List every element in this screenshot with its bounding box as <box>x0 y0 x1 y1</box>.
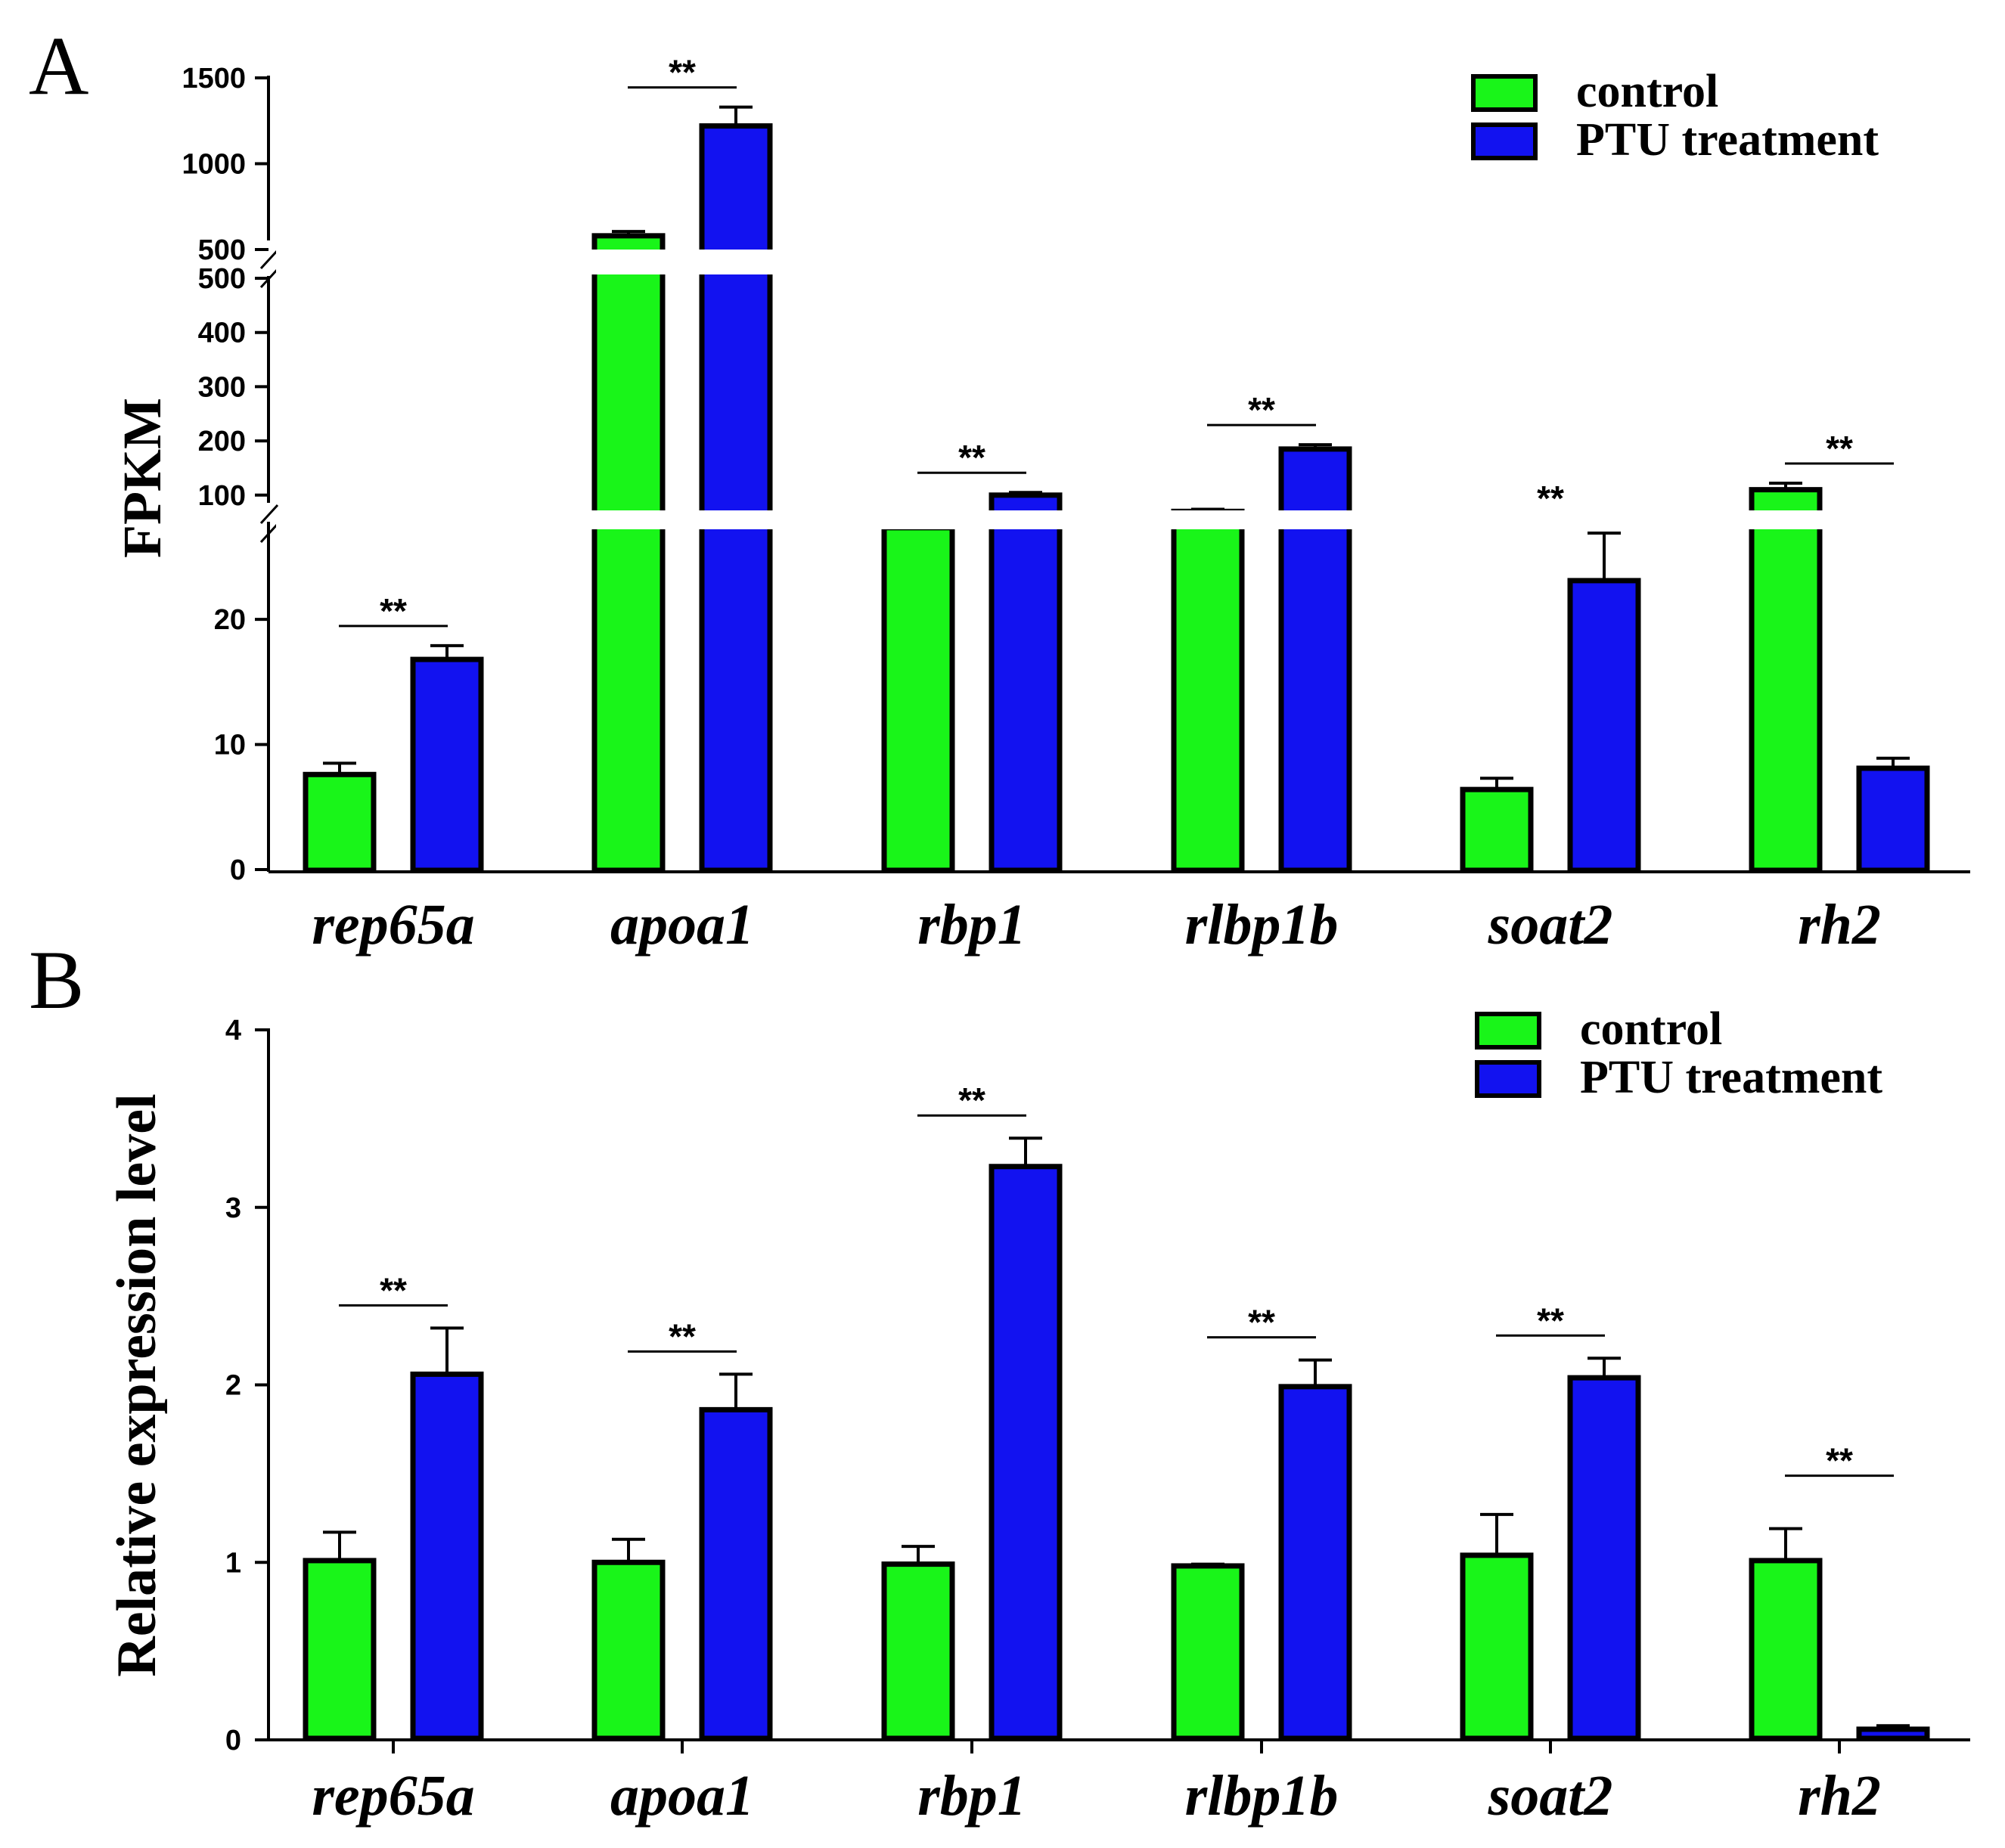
bar-b-control <box>591 1559 666 1741</box>
legend-swatch <box>1475 1012 1541 1050</box>
bar-b-control <box>1749 1558 1823 1741</box>
axis-break-mark <box>259 522 279 544</box>
significance-label-a: ** <box>1248 390 1275 429</box>
category-label-b: soat2 <box>1488 1764 1613 1828</box>
bar-a-control <box>1749 487 1823 873</box>
y-tick-label-a: 500 <box>198 263 246 295</box>
y-tick-label-b: 2 <box>225 1370 241 1402</box>
category-label-a: apoa1 <box>610 893 754 957</box>
y-tick-label-a: 0 <box>230 854 246 886</box>
bar-a-control <box>303 771 377 873</box>
y-tick-label-a: 400 <box>198 318 246 349</box>
y-tick-label-a: 300 <box>198 371 246 403</box>
category-label-a: rlbp1b <box>1185 893 1339 957</box>
category-label-b: rh2 <box>1798 1764 1881 1828</box>
y-tick-label-a: 10 <box>214 730 246 761</box>
bar-b-ptu <box>1856 1726 1930 1741</box>
y-axis-title-b: Relative expression level <box>106 1093 168 1676</box>
y-tick-label-b: 0 <box>225 1725 241 1757</box>
y-axis-title-a: FPKM <box>112 398 172 558</box>
category-label-a: soat2 <box>1488 893 1613 957</box>
bar-a-control <box>881 525 955 873</box>
y-tick-label-b: 1 <box>225 1547 241 1579</box>
panel-label-b: B <box>29 934 84 1026</box>
legend-swatch <box>1471 122 1538 160</box>
legend-label: control <box>1580 1003 1722 1055</box>
y-tick-label-a: 20 <box>214 604 246 636</box>
significance-label-b: ** <box>1826 1441 1853 1481</box>
bar-b-control <box>1460 1552 1534 1741</box>
y-tick-label-a: 1500 <box>182 63 246 95</box>
legend-label: control <box>1576 66 1718 117</box>
category-label-a: rep65a <box>312 893 474 957</box>
bar-a-control <box>1171 508 1245 873</box>
y-tick-label-a: 1000 <box>182 149 246 181</box>
axis-break-mark <box>259 249 279 270</box>
category-label-b: rlbp1b <box>1185 1764 1339 1828</box>
significance-label-a: ** <box>380 591 407 631</box>
y-tick-label-a: 500 <box>198 234 246 266</box>
bar-b-control <box>1171 1563 1245 1741</box>
bar-a-control <box>591 233 666 873</box>
axis-break-gap <box>276 510 1970 529</box>
significance-label-a: ** <box>958 438 985 477</box>
bar-b-ptu <box>1567 1375 1641 1741</box>
category-label-b: rep65a <box>312 1764 474 1828</box>
y-tick-label-a: 100 <box>198 480 246 512</box>
chart-b: 0 1 2 3 4 Relative expression level ** rep65a **… <box>106 1003 1970 1828</box>
significance-label-b: ** <box>380 1270 407 1310</box>
category-label-a: rh2 <box>1798 893 1881 957</box>
bar-a-ptu <box>1856 765 1930 873</box>
bar-a-control <box>1460 786 1534 873</box>
axis-break-mark <box>259 268 279 289</box>
significance-label-a: ** <box>1826 429 1853 468</box>
significance-label-b: ** <box>1248 1303 1275 1342</box>
bar-b-control <box>303 1558 377 1741</box>
bar-a-ptu <box>1567 578 1641 873</box>
axis-break-gap <box>276 250 1970 274</box>
legend-label: PTU treatment <box>1576 114 1879 166</box>
axis-break-mark <box>259 504 279 525</box>
category-label-b: rbp1 <box>917 1764 1026 1828</box>
significance-label-b: ** <box>1537 1301 1564 1340</box>
legend-label: PTU treatment <box>1580 1052 1882 1103</box>
panel-label-a: A <box>29 20 88 112</box>
category-label-a: rbp1 <box>917 893 1026 957</box>
significance-label-a: ** <box>669 53 696 92</box>
bar-a-ptu <box>989 492 1063 873</box>
legend-swatch <box>1471 74 1538 112</box>
bar-b-control <box>881 1561 955 1741</box>
bar-b-ptu <box>989 1164 1063 1741</box>
legend-swatch <box>1475 1060 1541 1098</box>
category-label-b: apoa1 <box>610 1764 754 1828</box>
y-tick-label-a: 200 <box>198 426 246 457</box>
y-tick-label-b: 3 <box>225 1192 241 1224</box>
bar-b-ptu <box>699 1406 773 1741</box>
bar-a-ptu <box>410 656 484 873</box>
bar-a-ptu <box>699 123 773 873</box>
significance-label-b: ** <box>669 1316 696 1356</box>
bar-b-ptu <box>1278 1384 1352 1741</box>
significance-label-b: ** <box>958 1081 985 1120</box>
bar-b-ptu <box>410 1371 484 1741</box>
y-tick-label-b: 4 <box>225 1015 241 1046</box>
